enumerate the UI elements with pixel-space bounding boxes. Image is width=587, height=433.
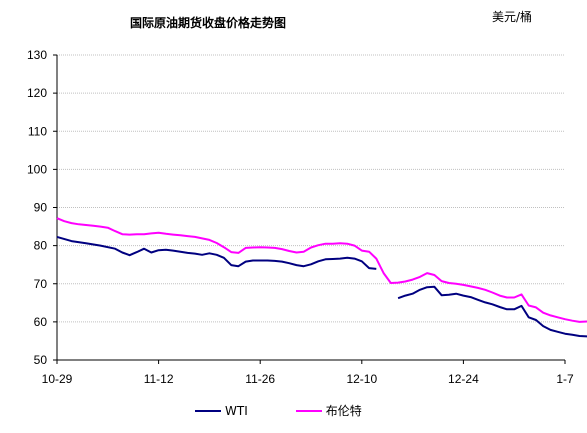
legend-item-brent: 布伦特 <box>295 402 362 419</box>
y-tick-label-130: 130 <box>27 48 47 62</box>
series-line-wti-1 <box>397 285 587 338</box>
y-tick-label-120: 120 <box>27 86 47 100</box>
series-line-brent-0 <box>56 217 587 323</box>
y-tick-label-90: 90 <box>34 201 48 215</box>
x-tick-label-1-7: 1-7 <box>556 372 574 386</box>
y-tick-label-110: 110 <box>28 124 47 138</box>
tick-labels: 50 60 70 80 90 100 110 120 130 10-29 11-12 11-26 12-… <box>27 48 574 386</box>
series-lines <box>56 217 587 338</box>
x-tick-label-12-24: 12-24 <box>448 372 479 386</box>
gridlines <box>57 54 565 323</box>
legend-label-wti: WTI <box>225 403 248 418</box>
y-tick-label-60: 60 <box>34 315 48 329</box>
unit-label: 美元/桶 <box>492 10 533 24</box>
line-chart: 50 60 70 80 90 100 110 120 130 10-29 11-12 11-26 12-… <box>27 48 587 386</box>
x-tick-label-10-29: 10-29 <box>42 372 73 386</box>
x-tick-label-11-26: 11-26 <box>245 372 275 386</box>
y-tick-label-80: 80 <box>34 239 48 253</box>
x-tick-label-11-12: 11-12 <box>144 372 174 386</box>
y-tick-label-100: 100 <box>27 162 47 176</box>
legend-item-wti: WTI <box>195 404 248 418</box>
axes <box>53 54 566 364</box>
y-tick-label-70: 70 <box>34 277 48 291</box>
legend-label-brent: 布伦特 <box>325 404 362 418</box>
legend: WTI 布伦特 <box>195 402 410 419</box>
legend-swatch-wti <box>195 409 221 412</box>
series-line-wti-0 <box>56 235 377 270</box>
chart-title: 国际原油期货收盘价格走势图 <box>130 16 287 30</box>
legend-swatch-brent <box>295 409 322 412</box>
y-tick-label-50: 50 <box>34 353 48 367</box>
x-tick-label-12-10: 12-10 <box>346 372 377 386</box>
